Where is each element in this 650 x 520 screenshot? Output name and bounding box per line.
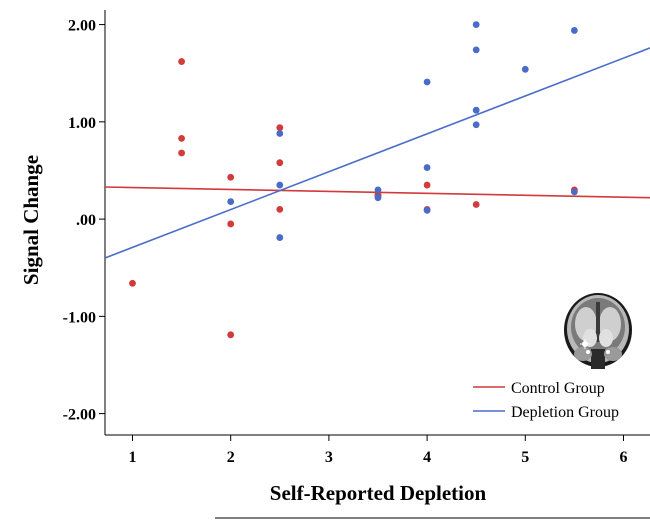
data-point-depletion (472, 46, 480, 54)
data-point-control (276, 124, 284, 132)
data-point-depletion (276, 130, 284, 137)
data-point-depletion (374, 194, 382, 202)
data-point-depletion (227, 198, 235, 205)
data-point-depletion (276, 234, 284, 241)
x-tick-label: 3 (325, 449, 333, 466)
y-tick-label: 1.00 (68, 115, 96, 132)
x-tick-label: 5 (521, 449, 529, 466)
axes (104, 10, 650, 436)
legend-label-depletion: Depletion Group (511, 404, 619, 421)
legend: Control Group Depletion Group (473, 380, 619, 421)
x-tick-label: 2 (227, 449, 235, 466)
data-point-control (178, 149, 185, 157)
x-tick-label: 6 (619, 449, 627, 466)
data-point-depletion (521, 65, 529, 73)
data-point-depletion (374, 186, 382, 194)
x-axis-title: Self-Reported Depletion (270, 481, 487, 505)
y-tick-label: .00 (76, 212, 96, 229)
data-point-control (472, 201, 480, 208)
data-point-control (227, 331, 235, 339)
data-point-depletion (570, 27, 578, 34)
data-point-control (227, 220, 235, 228)
data-point-depletion (423, 164, 431, 171)
data-point-depletion (276, 181, 284, 189)
y-tick-label: -2.00 (63, 407, 96, 424)
data-point-depletion (423, 78, 431, 86)
x-tick-label: 4 (423, 449, 431, 466)
fit-line-depletion (104, 47, 650, 259)
legend-label-control: Control Group (511, 380, 605, 397)
y-axis-title: Signal Change (19, 155, 43, 285)
x-tick-label: 1 (128, 449, 136, 466)
data-point-control (178, 134, 185, 142)
data-point-depletion (472, 106, 480, 114)
data-point-control (276, 205, 284, 213)
data-point-control (178, 58, 185, 65)
data-point-depletion (423, 206, 431, 214)
data-point-depletion (472, 121, 480, 129)
data-point-control (276, 159, 284, 167)
legend-item-control: Control Group (473, 380, 605, 397)
legend-item-depletion: Depletion Group (473, 404, 619, 421)
y-tick-label: -1.00 (63, 309, 96, 326)
data-point-control (129, 279, 136, 287)
data-point-control (423, 181, 431, 189)
y-tick-label: 2.00 (68, 18, 96, 35)
data-point-control (227, 173, 235, 181)
data-point-depletion (472, 21, 480, 28)
brain-inset-image (564, 293, 632, 369)
data-point-depletion (570, 188, 578, 196)
